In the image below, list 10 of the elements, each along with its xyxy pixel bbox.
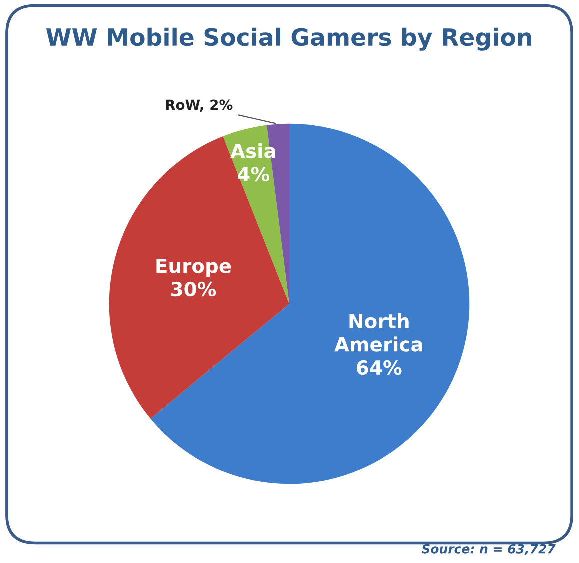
data-label: 4% — [238, 166, 270, 182]
pie-slice — [109, 136, 290, 419]
data-label: 64% — [357, 360, 402, 376]
source-note: Source: n = 63,727 — [422, 544, 556, 556]
pie-slice — [150, 124, 470, 484]
slice-label: RoW, 2% — [166, 100, 233, 112]
chart-title: WW Mobile Social Gamers by Region — [46, 28, 532, 51]
data-label: 30% — [172, 282, 216, 297]
slice-label: North America — [334, 314, 422, 352]
slice-label: Europe — [156, 258, 232, 278]
